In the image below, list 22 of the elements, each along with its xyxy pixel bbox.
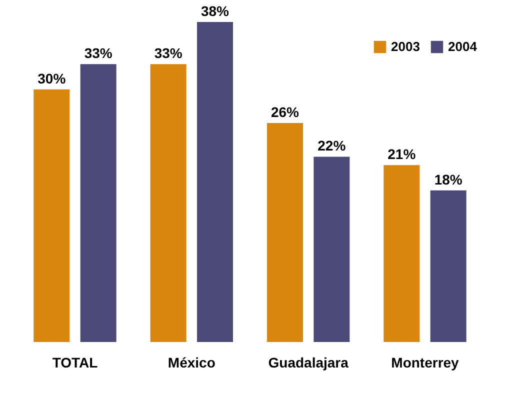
data-label: 18% — [434, 171, 463, 188]
data-label: 22% — [318, 138, 346, 154]
data-label: 26% — [270, 104, 300, 120]
bar — [80, 64, 116, 342]
legend-label: 2003 — [391, 39, 420, 54]
legend-label: 2004 — [448, 39, 478, 54]
x-tick-label: Guadalajara — [268, 354, 349, 370]
bar — [430, 190, 466, 342]
x-tick-label: Monterrey — [391, 354, 460, 370]
x-tick-label: TOTAL — [52, 354, 98, 370]
bar — [150, 64, 186, 342]
x-tick-label: México — [168, 354, 216, 370]
data-label: 30% — [38, 70, 66, 86]
data-label: 33% — [84, 45, 113, 62]
data-label: 21% — [388, 146, 416, 162]
bar — [34, 89, 70, 342]
bar — [197, 22, 233, 342]
data-label: 33% — [154, 45, 183, 62]
data-label: 38% — [200, 3, 230, 19]
bar — [384, 165, 420, 342]
bar — [314, 156, 350, 342]
bar — [267, 123, 303, 342]
